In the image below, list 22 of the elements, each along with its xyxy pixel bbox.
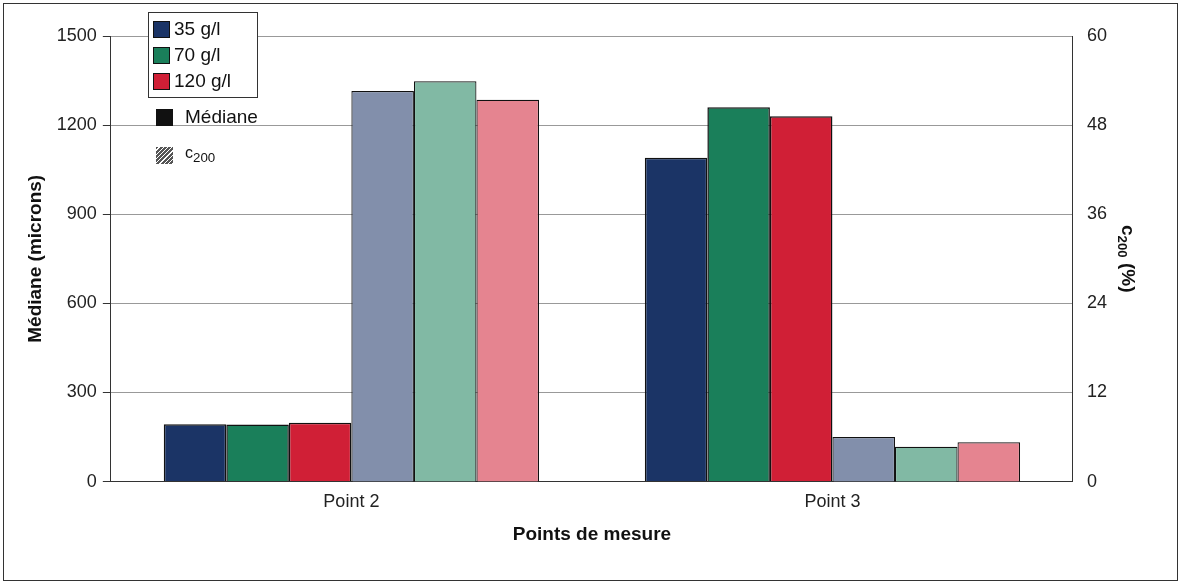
y2-tick-label: 12	[1086, 381, 1108, 402]
y-tick-label: 1500	[56, 24, 97, 45]
y2-tick-label: 0	[1086, 470, 1097, 491]
y-tick-label: 0	[86, 470, 97, 491]
y2-tick-label: 48	[1086, 114, 1108, 135]
legend-label: 35 g/l	[174, 18, 221, 40]
y-tick-label: 300	[66, 381, 97, 402]
y-tick-label: 1200	[56, 114, 97, 135]
y2-tick-label: 60	[1086, 24, 1108, 45]
legend-label: 70 g/l	[174, 44, 221, 66]
y2-axis-title: c200 (%)	[1114, 225, 1139, 293]
x-tick-label: Point 2	[323, 491, 380, 512]
y2-tick-label: 36	[1086, 203, 1108, 224]
y-tick-label: 900	[66, 203, 97, 224]
x-axis-title: Points de mesure	[512, 522, 672, 544]
annotation: Médiane	[185, 106, 258, 128]
y2-tick-label: 24	[1086, 292, 1108, 313]
annotation: c$_{200}$	[185, 144, 216, 166]
x-tick-label: Point 3	[804, 491, 861, 512]
y-tick-label: 600	[66, 292, 97, 313]
legend-label: 120 g/l	[174, 70, 232, 92]
y-axis-title: Médiane (microns)	[23, 174, 45, 343]
